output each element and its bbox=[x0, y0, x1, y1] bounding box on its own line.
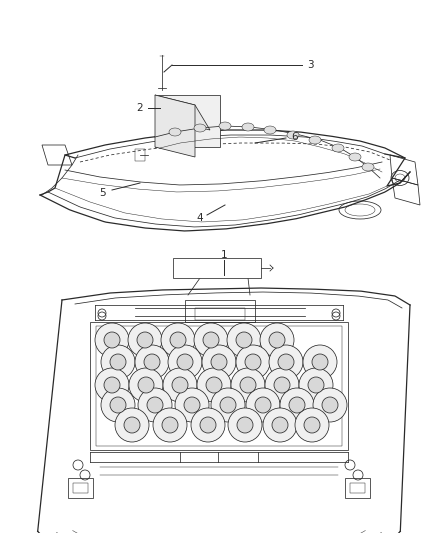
Circle shape bbox=[200, 417, 216, 433]
Circle shape bbox=[206, 377, 222, 393]
Circle shape bbox=[153, 408, 187, 442]
Circle shape bbox=[128, 323, 162, 357]
Circle shape bbox=[295, 408, 329, 442]
Circle shape bbox=[231, 368, 265, 402]
Circle shape bbox=[104, 377, 120, 393]
Circle shape bbox=[278, 354, 294, 370]
Text: 5: 5 bbox=[100, 188, 106, 198]
Circle shape bbox=[110, 354, 126, 370]
Circle shape bbox=[255, 397, 271, 413]
Circle shape bbox=[162, 417, 178, 433]
Circle shape bbox=[172, 377, 188, 393]
Circle shape bbox=[95, 368, 129, 402]
Circle shape bbox=[101, 345, 135, 379]
Circle shape bbox=[308, 377, 324, 393]
Circle shape bbox=[203, 332, 219, 348]
Polygon shape bbox=[155, 95, 210, 130]
Circle shape bbox=[202, 345, 236, 379]
Circle shape bbox=[138, 388, 172, 422]
Circle shape bbox=[211, 388, 245, 422]
Ellipse shape bbox=[219, 122, 231, 130]
Circle shape bbox=[289, 397, 305, 413]
Circle shape bbox=[191, 408, 225, 442]
Circle shape bbox=[265, 368, 299, 402]
Circle shape bbox=[236, 332, 252, 348]
Text: 1: 1 bbox=[221, 250, 227, 260]
Circle shape bbox=[236, 345, 270, 379]
Text: 6: 6 bbox=[292, 132, 298, 142]
Ellipse shape bbox=[349, 153, 361, 161]
Circle shape bbox=[245, 354, 261, 370]
Circle shape bbox=[177, 354, 193, 370]
Circle shape bbox=[175, 388, 209, 422]
Ellipse shape bbox=[194, 124, 206, 132]
Circle shape bbox=[147, 397, 163, 413]
Ellipse shape bbox=[309, 136, 321, 144]
Circle shape bbox=[313, 388, 347, 422]
Circle shape bbox=[124, 417, 140, 433]
Circle shape bbox=[312, 354, 328, 370]
Ellipse shape bbox=[362, 163, 374, 171]
Circle shape bbox=[137, 332, 153, 348]
Ellipse shape bbox=[287, 131, 299, 139]
Circle shape bbox=[269, 332, 285, 348]
Circle shape bbox=[101, 388, 135, 422]
Circle shape bbox=[280, 388, 314, 422]
Circle shape bbox=[237, 417, 253, 433]
Circle shape bbox=[263, 408, 297, 442]
Ellipse shape bbox=[332, 144, 344, 152]
FancyBboxPatch shape bbox=[155, 95, 220, 147]
Circle shape bbox=[197, 368, 231, 402]
Ellipse shape bbox=[264, 126, 276, 134]
Circle shape bbox=[129, 368, 163, 402]
Circle shape bbox=[170, 332, 186, 348]
Circle shape bbox=[322, 397, 338, 413]
Circle shape bbox=[110, 397, 126, 413]
Circle shape bbox=[95, 323, 129, 357]
Circle shape bbox=[194, 323, 228, 357]
Ellipse shape bbox=[242, 123, 254, 131]
Circle shape bbox=[115, 408, 149, 442]
Circle shape bbox=[104, 332, 120, 348]
Circle shape bbox=[228, 408, 262, 442]
Polygon shape bbox=[155, 95, 195, 157]
Circle shape bbox=[184, 397, 200, 413]
Circle shape bbox=[303, 345, 337, 379]
Circle shape bbox=[304, 417, 320, 433]
Circle shape bbox=[161, 323, 195, 357]
Circle shape bbox=[246, 388, 280, 422]
FancyBboxPatch shape bbox=[173, 258, 261, 278]
Circle shape bbox=[274, 377, 290, 393]
Circle shape bbox=[299, 368, 333, 402]
Circle shape bbox=[260, 323, 294, 357]
Circle shape bbox=[135, 345, 169, 379]
Text: 3: 3 bbox=[307, 60, 313, 70]
Circle shape bbox=[269, 345, 303, 379]
Circle shape bbox=[138, 377, 154, 393]
Circle shape bbox=[240, 377, 256, 393]
Circle shape bbox=[144, 354, 160, 370]
Circle shape bbox=[163, 368, 197, 402]
Circle shape bbox=[227, 323, 261, 357]
Circle shape bbox=[168, 345, 202, 379]
Text: 2: 2 bbox=[137, 103, 143, 113]
Circle shape bbox=[211, 354, 227, 370]
Circle shape bbox=[272, 417, 288, 433]
Circle shape bbox=[220, 397, 236, 413]
Ellipse shape bbox=[169, 128, 181, 136]
Text: 4: 4 bbox=[197, 213, 203, 223]
